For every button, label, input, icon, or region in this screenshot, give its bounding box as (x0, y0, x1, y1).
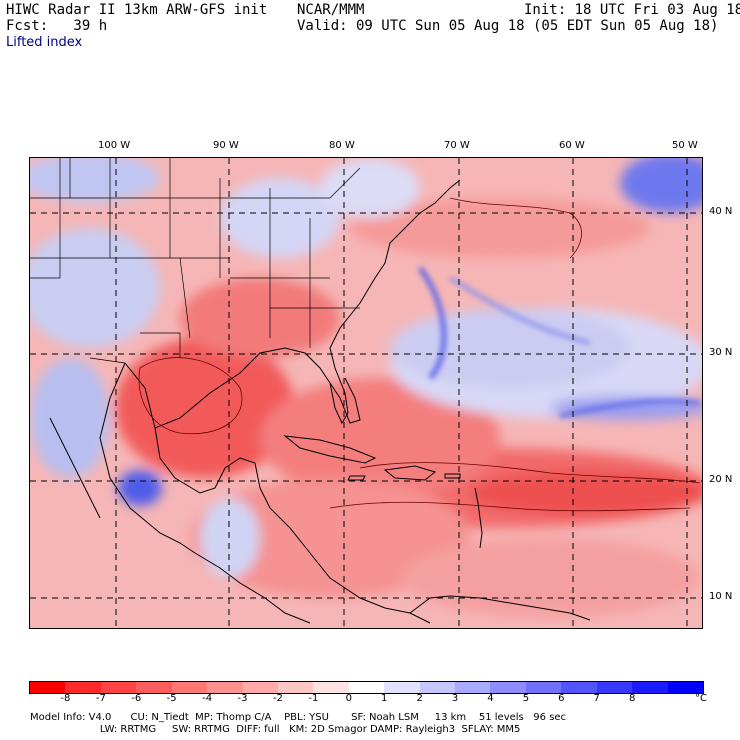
colorbar-swatch (136, 682, 172, 693)
organization-label: NCAR/MMM (297, 2, 365, 18)
valid-time: Valid: 09 UTC Sun 05 Aug 18 (05 EDT Sun … (297, 18, 719, 34)
colorbar-swatch (419, 682, 456, 693)
lat-label-40n: 40 N (709, 206, 733, 217)
colorbar-tick-label: 3 (451, 693, 459, 704)
colorbar-swatch (207, 682, 243, 693)
colorbar-tick-label: 6 (558, 693, 565, 704)
colorbar-tick-label: -7 (95, 693, 106, 704)
model-title: HIWC Radar II 13km ARW-GFS init (6, 2, 268, 18)
colorbar-swatch (455, 682, 491, 693)
colorbar-swatch (242, 682, 278, 693)
field-name: Lifted index (6, 35, 83, 50)
coastlines (30, 158, 591, 624)
contours (138, 197, 701, 512)
lon-label-50w: 50 W (672, 140, 698, 151)
colorbar-tick-label: -4 (202, 693, 213, 704)
colorbar-swatch (596, 682, 633, 693)
colorbar-tick-label: 4 (487, 693, 494, 704)
model-info-line-1: Model Info: V4.0 CU: N_Tiedt MP: Thomp C… (30, 712, 567, 723)
colorbar-tick-label: 2 (416, 693, 423, 704)
colorbar-swatch (667, 682, 704, 693)
colorbar-unit: °C (695, 693, 707, 704)
field-shading (30, 158, 702, 618)
colorbar-tick-label: -8 (60, 693, 71, 704)
colorbar-swatch (561, 682, 597, 693)
colorbar-swatch (632, 682, 668, 693)
colorbar-tick-label: 0 (345, 693, 352, 704)
colorbar-tick-label: 5 (522, 693, 530, 704)
forecast-hour: Fcst: 39 h (6, 18, 108, 34)
colorbar-swatch (65, 682, 101, 693)
colorbar-swatch (313, 682, 349, 693)
colorbar-swatch (525, 682, 562, 693)
colorbar-swatch (171, 682, 208, 693)
lon-label-90w: 90 W (213, 140, 239, 151)
lifted-index-map (29, 157, 703, 629)
lat-label-20n: 20 N (709, 474, 733, 485)
colorbar-tick-label: -6 (131, 693, 142, 704)
model-info-line-2: LW: RRTMG SW: RRTMG DIFF: full KM: 2D Sm… (30, 724, 521, 735)
colorbar-tick-label: -3 (237, 693, 248, 704)
colorbar-tick-label: 7 (593, 693, 600, 704)
colorbar (29, 681, 704, 694)
init-time: Init: 18 UTC Fri 03 Aug 18 (524, 2, 740, 18)
colorbar-tick-label: -1 (308, 693, 319, 704)
colorbar-swatch (100, 682, 137, 693)
colorbar-swatch (277, 682, 314, 693)
lon-label-70w: 70 W (444, 140, 470, 151)
colorbar-swatch (348, 682, 385, 693)
colorbar-swatch (490, 682, 526, 693)
colorbar-tick-label: -5 (166, 693, 177, 704)
lon-label-80w: 80 W (329, 140, 355, 151)
colorbar-tick-label: -2 (272, 693, 283, 704)
colorbar-tick-label: 8 (628, 693, 636, 704)
lat-label-10n: 10 N (709, 591, 733, 602)
graticule (30, 158, 702, 628)
lon-label-60w: 60 W (559, 140, 585, 151)
lat-label-30n: 30 N (709, 347, 733, 358)
lon-label-100w: 100 W (98, 140, 131, 151)
colorbar-tick-label: 1 (381, 693, 388, 704)
colorbar-swatch (384, 682, 420, 693)
colorbar-swatch (30, 682, 66, 693)
